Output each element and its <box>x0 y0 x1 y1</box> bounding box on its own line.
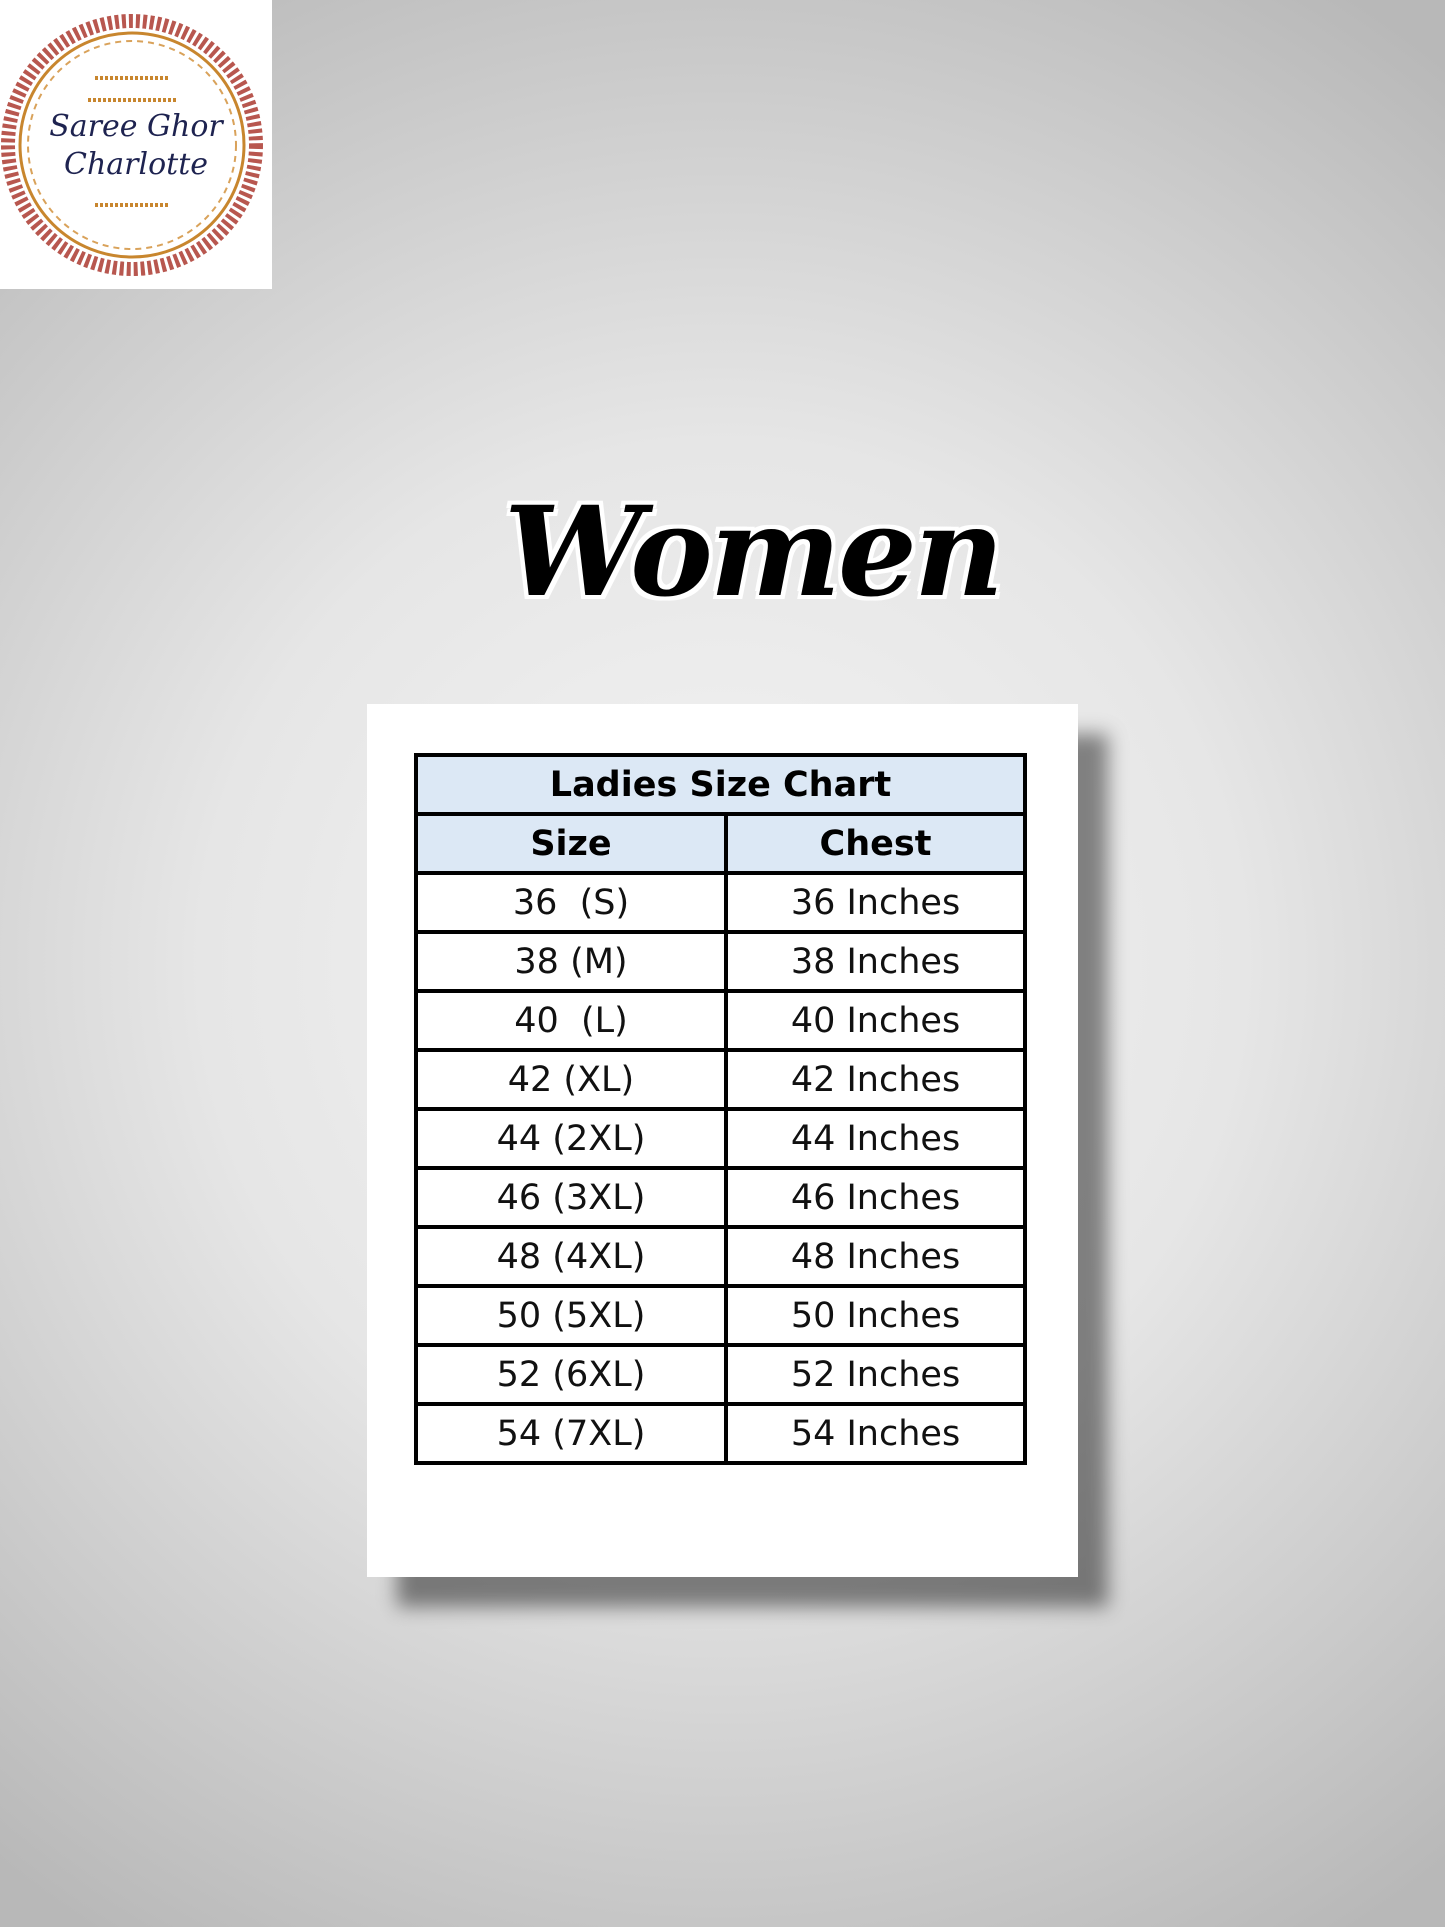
size-cell: 38 (M) <box>414 930 728 993</box>
size-chart-card: Ladies Size Chart Size Chest 36 (S) 36 In… <box>367 704 1078 1577</box>
table-row: 46 (3XL) 46 Inches <box>414 1166 1027 1229</box>
table-row: 36 (S) 36 Inches <box>414 871 1027 934</box>
chest-cell: 44 Inches <box>724 1107 1027 1170</box>
size-cell: 46 (3XL) <box>414 1166 728 1229</box>
size-cell: 44 (2XL) <box>414 1107 728 1170</box>
chest-cell: 52 Inches <box>724 1343 1027 1406</box>
logo-text: Saree Ghor Charlotte <box>0 108 272 184</box>
table-row: 40 (L) 40 Inches <box>414 989 1027 1052</box>
chest-cell: 36 Inches <box>724 871 1027 934</box>
table-row: 52 (6XL) 52 Inches <box>414 1343 1027 1406</box>
table-row: 38 (M) 38 Inches <box>414 930 1027 993</box>
logo-line-2: Charlotte <box>63 147 209 182</box>
table-caption: Ladies Size Chart <box>414 753 1027 816</box>
chest-cell: 50 Inches <box>724 1284 1027 1347</box>
header-chest: Chest <box>724 812 1027 875</box>
size-cell: 42 (XL) <box>414 1048 728 1111</box>
table-row: 54 (7XL) 54 Inches <box>414 1402 1027 1465</box>
table-row: 50 (5XL) 50 Inches <box>414 1284 1027 1347</box>
size-cell: 52 (6XL) <box>414 1343 728 1406</box>
chest-cell: 42 Inches <box>724 1048 1027 1111</box>
size-cell: 40 (L) <box>414 989 728 1052</box>
brand-logo: Saree Ghor Charlotte <box>0 0 272 289</box>
table-header-row: Size Chest <box>414 812 1027 875</box>
chest-cell: 46 Inches <box>724 1166 1027 1229</box>
chest-cell: 38 Inches <box>724 930 1027 993</box>
ornamental-ring-icon <box>1 14 263 276</box>
table-row: 44 (2XL) 44 Inches <box>414 1107 1027 1170</box>
size-chart-table: Ladies Size Chart Size Chest 36 (S) 36 In… <box>414 753 1027 1465</box>
size-cell: 54 (7XL) <box>414 1402 728 1465</box>
chest-cell: 54 Inches <box>724 1402 1027 1465</box>
page-title: Women <box>504 480 1004 625</box>
size-cell: 48 (4XL) <box>414 1225 728 1288</box>
header-size: Size <box>414 812 728 875</box>
table-row: 42 (XL) 42 Inches <box>414 1048 1027 1111</box>
logo-line-1: Saree Ghor <box>49 109 223 144</box>
size-cell: 36 (S) <box>414 871 728 934</box>
chest-cell: 48 Inches <box>724 1225 1027 1288</box>
chest-cell: 40 Inches <box>724 989 1027 1052</box>
size-cell: 50 (5XL) <box>414 1284 728 1347</box>
table-row: 48 (4XL) 48 Inches <box>414 1225 1027 1288</box>
table-caption-row: Ladies Size Chart <box>414 753 1027 816</box>
